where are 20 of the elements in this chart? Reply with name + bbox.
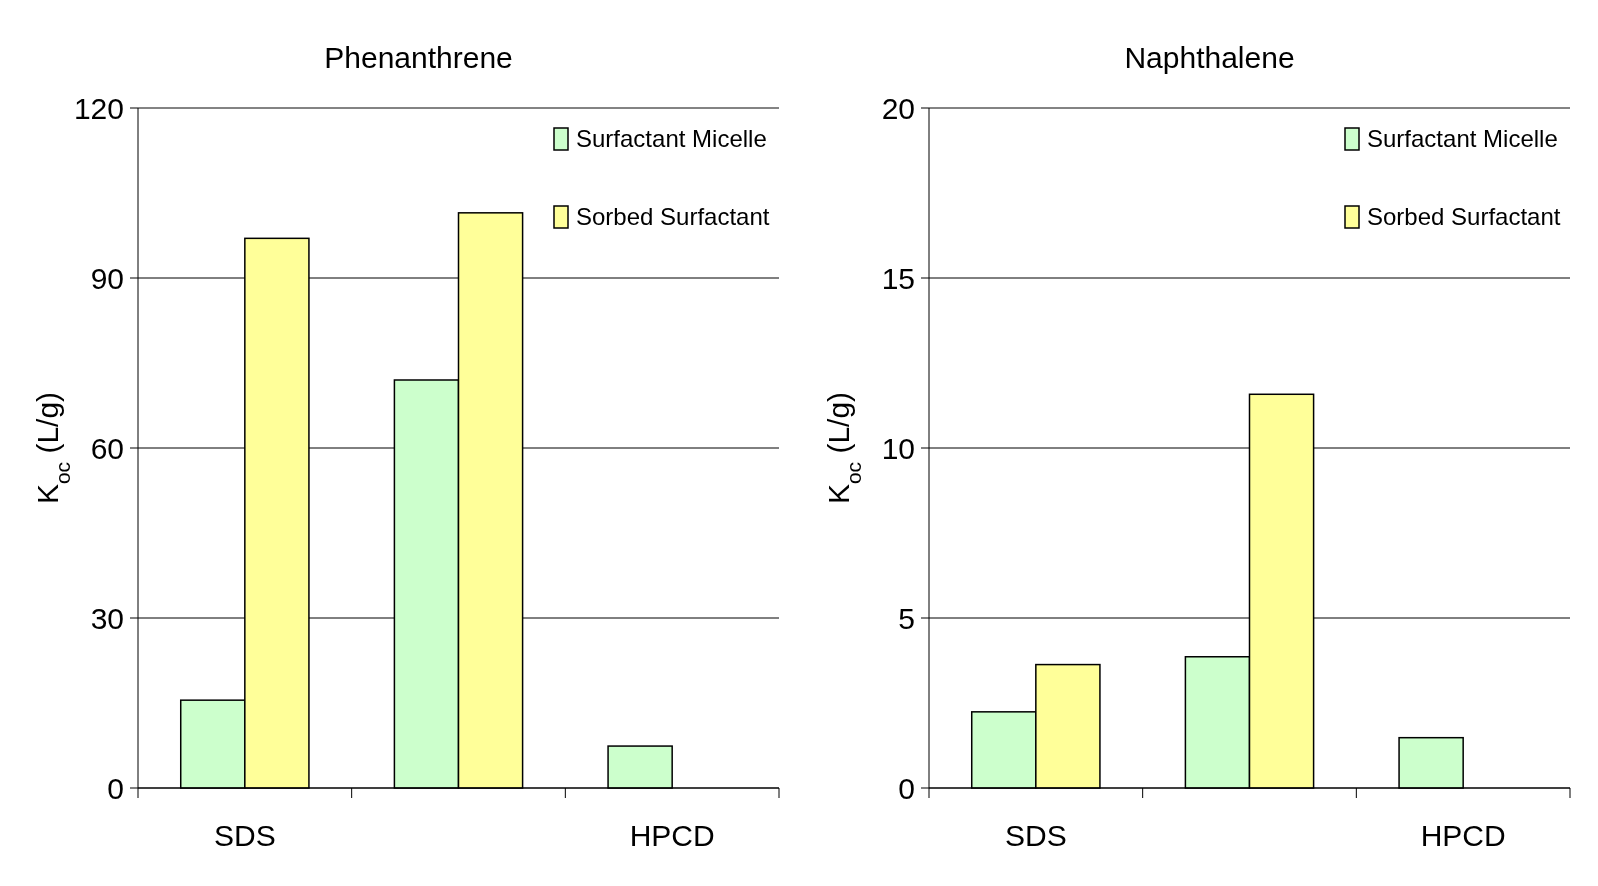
y-tick-label: 60 — [90, 431, 124, 465]
y-tick-label: 10 — [881, 431, 915, 465]
y-tick-label: 0 — [107, 771, 124, 805]
x-tick-label: HPCD — [1420, 819, 1506, 852]
x-tick-label: SDS — [213, 819, 276, 852]
y-tick-label: 20 — [881, 91, 915, 125]
x-tick-label: SDS — [1004, 819, 1067, 852]
legend-label: Surfactant Micelle — [1367, 125, 1558, 153]
chart-title: Naphthalene — [1124, 41, 1295, 74]
chart-title: Phenanthrene — [324, 41, 513, 74]
legend-label: Sorbed Surfactant — [1367, 203, 1561, 231]
x-tick-label: HPCD — [629, 819, 715, 852]
y-tick-label: 15 — [881, 261, 915, 295]
legend-label: Sorbed Surfactant — [576, 203, 770, 231]
y-tick-label: 120 — [73, 91, 124, 125]
y-tick-label: 5 — [898, 601, 915, 635]
y-tick-label: 90 — [90, 261, 124, 295]
y-tick-label: 30 — [90, 601, 124, 635]
legend-label: Surfactant Micelle — [576, 125, 767, 153]
y-tick-label: 0 — [898, 771, 915, 805]
